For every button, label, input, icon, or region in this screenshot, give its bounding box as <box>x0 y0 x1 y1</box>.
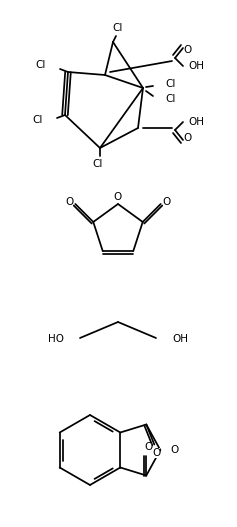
Text: Cl: Cl <box>113 23 123 33</box>
Text: O: O <box>170 445 178 455</box>
Text: HO: HO <box>48 334 64 344</box>
Text: OH: OH <box>172 334 188 344</box>
Text: O: O <box>184 45 192 55</box>
Text: Cl: Cl <box>33 115 43 125</box>
Text: Cl: Cl <box>36 60 46 70</box>
Text: OH: OH <box>188 117 204 127</box>
Text: O: O <box>163 197 171 207</box>
Text: Cl: Cl <box>165 94 175 104</box>
Text: Cl: Cl <box>93 159 103 169</box>
Text: O: O <box>114 192 122 202</box>
Text: OH: OH <box>188 61 204 71</box>
Text: O: O <box>184 133 192 143</box>
Text: Cl: Cl <box>165 79 175 89</box>
Text: O: O <box>144 443 152 453</box>
Text: O: O <box>152 447 160 457</box>
Text: O: O <box>65 197 73 207</box>
